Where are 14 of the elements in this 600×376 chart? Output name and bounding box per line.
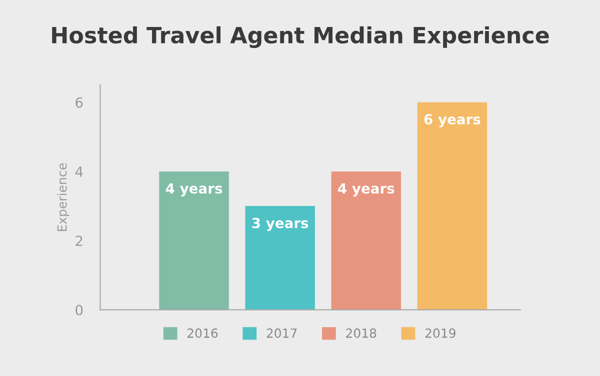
y-tick-label: 2	[76, 236, 82, 246]
legend-label: 2019	[425, 328, 456, 338]
data-label: 6 years	[424, 114, 480, 128]
data-label: 3 years	[252, 218, 308, 232]
data-label: 4 years	[166, 183, 222, 196]
y-axis-title: Experience	[57, 163, 70, 232]
chart-title: Hosted Travel Agent Median Experience	[52, 26, 549, 48]
y-tick-label: 6	[76, 97, 83, 108]
y-tick-label: 0	[76, 304, 83, 316]
legend-label: 2018	[346, 328, 376, 338]
y-tick-label: 4	[75, 166, 83, 177]
legend-label: 2016	[187, 328, 218, 338]
data-label: 4 years	[338, 183, 394, 196]
legend-label: 2017	[266, 328, 297, 338]
